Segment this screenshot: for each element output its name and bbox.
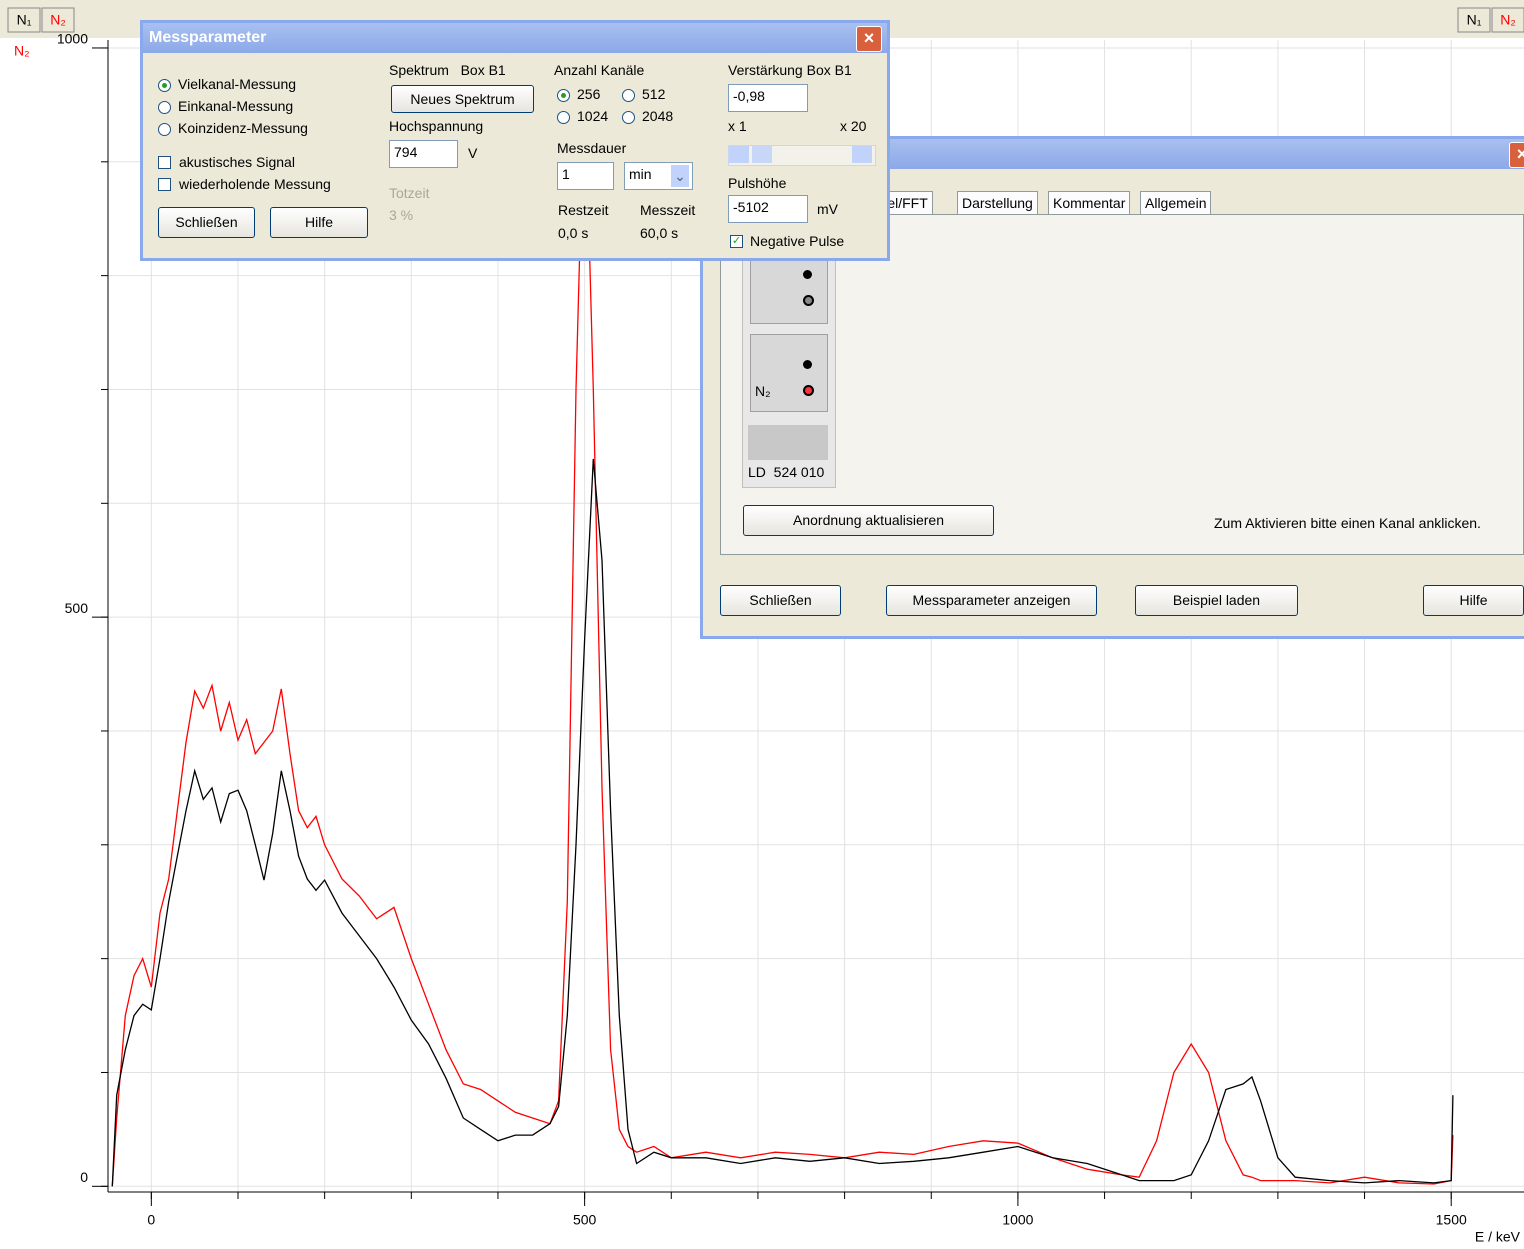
checkbox[interactable] [158,156,171,169]
label: Negative Pulse [750,233,845,249]
dropdown-arrow[interactable]: ⌄ [671,165,689,187]
radio[interactable] [557,111,570,124]
button[interactable]: Schließen [720,585,841,616]
toolbar-button-label: N₁ [1467,12,1482,28]
label: Anzahl Kanäle [554,62,645,78]
label: Spektrum Box B1 [389,62,506,78]
label: Hochspannung [389,118,484,134]
label: akustisches Signal [179,154,295,170]
input[interactable]: 794 [389,140,458,168]
button[interactable]: Hilfe [270,207,368,238]
label: Verstärkung Box B1 [728,62,852,78]
connector [748,425,828,460]
value: 3 % [389,207,414,223]
slider-arrow[interactable] [729,146,749,163]
unit: V [468,145,478,161]
label: Messzeit [640,202,696,218]
x-tick-label: 500 [573,1212,597,1228]
tab[interactable]: Kommentar [1048,191,1131,214]
label: Einkanal-Messung [178,98,294,114]
radio[interactable] [158,123,171,136]
channel-box[interactable] [750,334,828,412]
radio[interactable] [557,89,570,102]
value: 60,0 s [640,225,679,241]
socket [803,385,814,396]
tab-panel [720,214,1524,555]
label: 1024 [577,108,609,124]
button[interactable]: Hilfe [1423,585,1524,616]
y-tick-label: 1000 [57,31,88,47]
tab[interactable]: Allgemein [1140,191,1212,214]
hint: Zum Aktivieren bitte einen Kanal anklick… [1214,515,1481,531]
value: 0,0 s [558,225,589,241]
tab[interactable]: Darstellung [957,191,1038,214]
toolbar-button-label: N₂ [50,12,66,28]
toolbar-button [1491,7,1524,33]
label: x 1 [728,118,747,134]
label: 2048 [642,108,674,124]
device-label: LD 524 010 [748,464,825,480]
close-button[interactable]: × [1509,142,1524,168]
label: 512 [642,86,666,102]
socket [803,295,814,306]
close-button[interactable]: × [856,26,882,52]
socket [803,360,812,369]
button[interactable]: Beispiel laden [1135,585,1298,616]
input[interactable]: -5102 [728,195,808,223]
toolbar-button [41,7,75,33]
radio[interactable] [158,79,171,92]
radio[interactable] [622,111,635,124]
series-line [111,458,1454,1187]
label: Koinzidenz-Messung [178,120,308,136]
y-axis-label: N₂ [14,43,30,59]
label: Pulshöhe [728,175,787,191]
label: Restzeit [558,202,609,218]
checkbox[interactable]: ✓ [730,235,743,248]
x-tick-label: 1000 [1002,1212,1033,1228]
socket [803,270,812,279]
x-axis-label: E / keV [1475,1229,1521,1245]
channel-box[interactable] [750,258,828,324]
label: x 20 [840,118,867,134]
x-tick-label: 1500 [1436,1212,1467,1228]
label: Messdauer [557,140,627,156]
label: Totzeit [389,185,430,201]
label: Vielkanal-Messung [178,76,297,92]
button[interactable]: Schließen [158,207,255,238]
input[interactable]: -0,98 [728,84,808,112]
title-bar: Messparameter [143,23,887,53]
label: wiederholende Messung [179,176,331,192]
button[interactable]: Messparameter anzeigen [886,585,1097,616]
unit: mV [817,201,838,217]
y-tick-label: 500 [65,600,89,616]
label: 256 [577,86,601,102]
input[interactable]: 1 [557,162,614,190]
checkbox[interactable] [158,178,171,191]
radio[interactable] [158,101,171,114]
x-tick-label: 0 [147,1212,155,1228]
toolbar-button [7,7,41,33]
button[interactable]: Neues Spektrum [391,85,534,113]
series-line [111,70,1454,1187]
y-tick-label: 0 [80,1169,88,1185]
button[interactable]: Anordnung aktualisieren [743,505,994,536]
radio[interactable] [622,89,635,102]
toolbar-button-label: N₂ [1500,12,1516,28]
toolbar-button [1457,7,1491,33]
slider-thumb[interactable] [752,146,772,163]
toolbar-button-label: N₁ [17,12,32,28]
channel-label: N₂ [755,383,771,399]
slider-arrow[interactable] [852,146,872,163]
